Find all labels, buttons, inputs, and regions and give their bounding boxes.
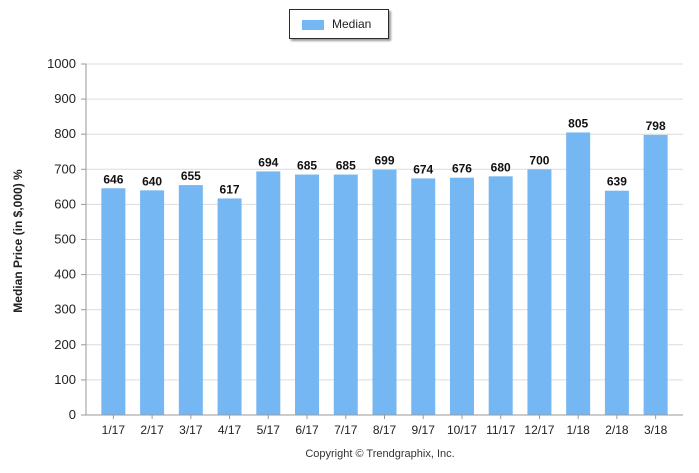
bar — [566, 132, 591, 415]
data-label: 617 — [220, 182, 240, 196]
x-tick-label: 1/18 — [566, 423, 590, 437]
x-tick-label: 3/18 — [644, 423, 668, 437]
bar — [449, 177, 474, 415]
data-label: 639 — [607, 175, 627, 189]
x-tick-label: 1/17 — [102, 423, 126, 437]
y-tick-label: 300 — [54, 302, 76, 317]
y-tick-label: 100 — [54, 372, 76, 387]
bars — [101, 132, 668, 416]
data-label: 700 — [529, 153, 549, 167]
x-tick-label: 3/17 — [179, 423, 203, 437]
x-tick-label: 12/17 — [524, 423, 554, 437]
x-axis-ticks: 1/17 2/17 3/17 4/17 5/17 6/17 7/17 8/17 9/17 10/1… — [102, 415, 668, 437]
y-tick-label: 1000 — [47, 56, 76, 71]
legend-swatch-median — [302, 20, 324, 30]
data-label: 805 — [568, 116, 588, 130]
bar — [488, 176, 513, 415]
bar — [101, 188, 126, 415]
x-tick-label: 4/17 — [218, 423, 242, 437]
legend: Median — [289, 9, 389, 39]
y-axis-ticks: 0 100 200 300 400 500 600 700 800 900 1000 — [47, 56, 86, 422]
x-tick-label: 5/17 — [257, 423, 281, 437]
x-tick-label: 6/17 — [295, 423, 319, 437]
copyright-text: Copyright © Trendgraphix, Inc. — [305, 448, 455, 460]
data-label: 699 — [374, 154, 394, 168]
y-tick-label: 600 — [54, 196, 76, 211]
y-tick-label: 0 — [69, 407, 76, 422]
bar — [333, 174, 358, 415]
bar — [295, 174, 320, 415]
data-label: 694 — [258, 155, 278, 169]
x-tick-label: 8/17 — [373, 423, 397, 437]
x-tick-label: 9/17 — [412, 423, 436, 437]
data-label: 685 — [297, 159, 317, 173]
bar — [411, 178, 436, 415]
data-label: 676 — [452, 162, 472, 176]
data-label: 798 — [646, 119, 666, 133]
y-tick-label: 200 — [54, 337, 76, 352]
bar — [604, 190, 629, 415]
data-label: 685 — [336, 159, 356, 173]
x-tick-label: 11/17 — [486, 423, 515, 437]
y-axis-label: Median Price (in $,000) % — [11, 169, 25, 313]
axes — [85, 64, 683, 416]
x-tick-label: 2/17 — [140, 423, 164, 437]
data-label: 674 — [413, 162, 433, 176]
bar — [372, 169, 397, 415]
y-tick-label: 700 — [54, 161, 76, 176]
x-tick-label: 2/18 — [605, 423, 629, 437]
bar — [527, 169, 552, 415]
y-tick-label: 500 — [54, 232, 76, 247]
y-tick-label: 800 — [54, 126, 76, 141]
bar — [178, 185, 203, 415]
data-labels: 646 640 655 617 694 685 685 699 674 676 680 700 805 6… — [103, 116, 666, 196]
bar — [256, 171, 281, 415]
bar — [140, 190, 165, 415]
bar — [217, 198, 242, 415]
y-tick-label: 900 — [54, 91, 76, 106]
bar — [643, 134, 668, 416]
x-tick-label: 10/17 — [447, 423, 477, 437]
data-label: 680 — [491, 160, 511, 174]
data-label: 655 — [181, 169, 201, 183]
data-label: 640 — [142, 174, 162, 188]
legend-label-median: Median — [332, 17, 372, 31]
x-tick-label: 7/17 — [334, 423, 358, 437]
y-tick-label: 400 — [54, 267, 76, 282]
data-label: 646 — [103, 172, 123, 186]
